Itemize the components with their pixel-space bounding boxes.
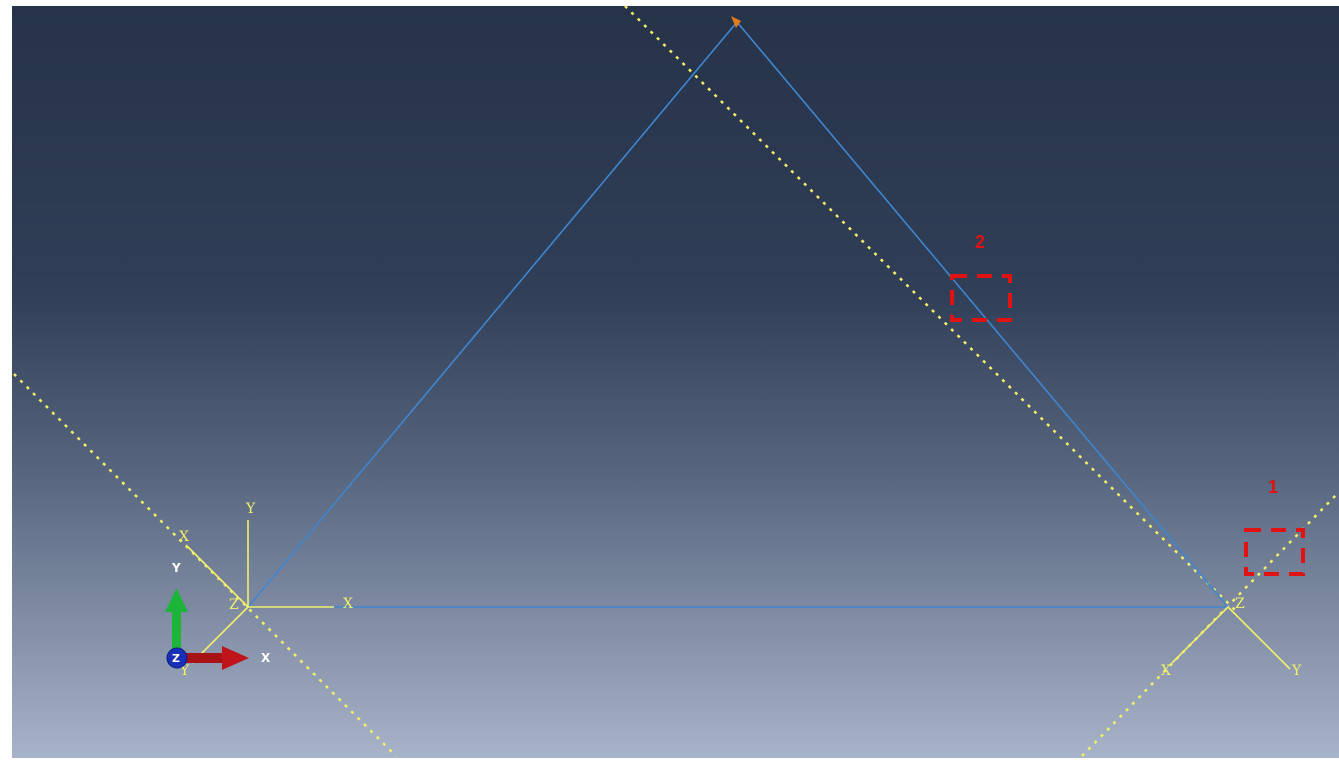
csys-right[interactable]: Z X Y xyxy=(1161,596,1302,679)
triad-y-arrow-head xyxy=(165,588,188,612)
csys-right-rotated-y-label: Y xyxy=(1291,663,1302,679)
csys-left-rotated-x-label: X xyxy=(179,529,189,545)
callout-2-label: 2 xyxy=(975,232,985,252)
callout-2-box xyxy=(950,274,1012,322)
csys-left-z-label: Z xyxy=(229,597,239,613)
triad-x-label: X xyxy=(261,651,271,665)
triad-z-arrow xyxy=(166,647,188,669)
triad-y-label: Y xyxy=(171,561,181,575)
triad-x-arrow-head xyxy=(222,646,249,670)
csys-left-rotated-y-label: Y xyxy=(179,663,190,679)
csys-left-x-label: X xyxy=(343,596,353,612)
viewport-background xyxy=(12,6,1339,758)
view-triad[interactable]: Z Y X xyxy=(165,561,271,670)
sketch-triangle[interactable] xyxy=(247,21,1229,608)
callout-2: 2 xyxy=(950,232,1012,322)
triad-z-label: Z xyxy=(172,652,180,665)
csys-left-y-label: Y xyxy=(245,501,256,517)
triad-x-arrow-shaft xyxy=(180,653,224,663)
csys-right-rotated-x-label: X xyxy=(1161,663,1171,679)
triad-y-arrow-shaft xyxy=(172,610,181,658)
callout-1: 1 xyxy=(1244,477,1305,576)
triangle-edge-right[interactable] xyxy=(736,21,1229,608)
csys-right-z-label: Z xyxy=(1235,596,1245,612)
callout-1-box xyxy=(1244,528,1305,576)
callout-1-label: 1 xyxy=(1268,477,1278,497)
apex-vertex-marker[interactable] xyxy=(731,16,741,28)
triangle-edge-left[interactable] xyxy=(247,21,738,608)
